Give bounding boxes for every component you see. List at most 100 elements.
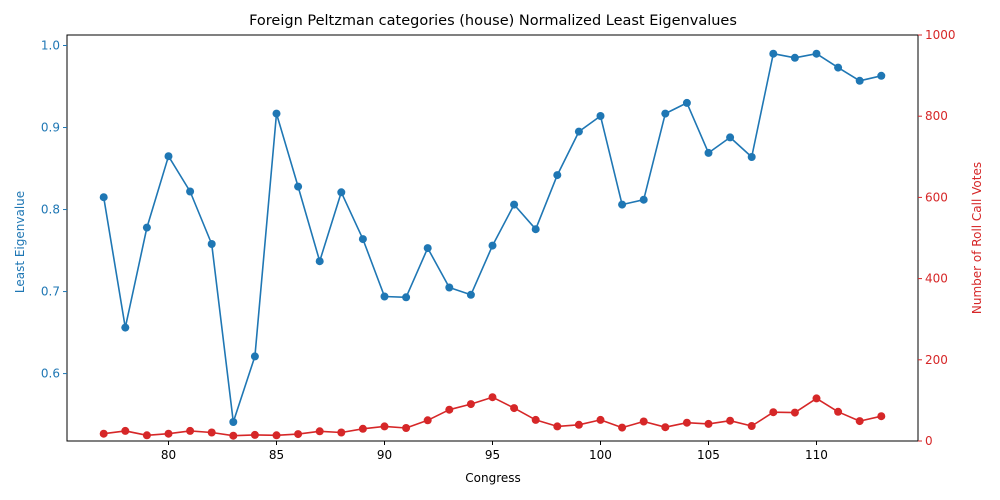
x-tick-label: 110	[805, 448, 828, 462]
left-y-tick-label: 0.6	[41, 367, 60, 381]
series-1-point	[121, 323, 130, 332]
series-1-point	[466, 290, 475, 299]
right-y-axis: 0 200 400 600 800 1000	[918, 28, 956, 448]
x-tick-label: 95	[485, 448, 500, 462]
series-1-point	[250, 352, 259, 361]
series-1-point	[294, 182, 303, 191]
series-2-point	[531, 415, 540, 424]
series-2-point	[639, 417, 648, 426]
right-y-tick-label: 400	[925, 272, 948, 286]
series-2-point	[661, 423, 670, 432]
x-axis-title: Congress	[465, 471, 521, 485]
series-1-point	[618, 200, 627, 209]
series-2-point	[207, 428, 216, 437]
series-2-point	[337, 428, 346, 437]
series-1-point	[315, 257, 324, 266]
series-1-point	[855, 76, 864, 85]
series-2-point	[574, 420, 583, 429]
series-2-point	[790, 408, 799, 417]
series-1-point	[186, 187, 195, 196]
right-y-tick-label: 0	[925, 434, 933, 448]
series-2-point	[164, 429, 173, 438]
series-2-point	[510, 404, 519, 413]
series-1-point	[164, 152, 173, 161]
series-2-point	[769, 408, 778, 417]
series-2-point	[358, 424, 367, 433]
series-2-point	[186, 426, 195, 435]
right-y-tick-label: 600	[925, 190, 948, 204]
x-tick-label: 80	[161, 448, 176, 462]
x-tick-label: 105	[697, 448, 720, 462]
series-2-point	[726, 416, 735, 425]
series-1-point	[229, 418, 238, 426]
series-1-point	[510, 200, 519, 209]
right-y-tick-label: 200	[925, 353, 948, 367]
x-tick-label: 85	[269, 448, 284, 462]
series-1-point	[272, 109, 281, 118]
series-1-point	[142, 223, 151, 232]
series-1-point	[553, 171, 562, 180]
series-1-point	[769, 49, 778, 58]
series-2-point	[272, 431, 281, 440]
series-2-point	[834, 407, 843, 416]
series-2-line	[103, 396, 882, 437]
series-2-point	[747, 422, 756, 430]
chart-title: Foreign Peltzman categories (house) Norm…	[249, 13, 737, 29]
series-2-point	[704, 419, 713, 428]
series-2-point	[423, 416, 432, 425]
series-1-point	[574, 127, 583, 136]
series-2-point	[315, 427, 324, 436]
plot-area-border	[66, 34, 919, 442]
series-2-point	[229, 431, 238, 440]
series-2-point	[855, 417, 864, 426]
series-2-point	[121, 426, 130, 435]
series-1-point	[445, 283, 454, 292]
series-1-point	[682, 98, 691, 107]
series-2-point	[250, 430, 259, 439]
series-2-point	[596, 415, 605, 424]
series-1-point	[639, 195, 648, 204]
series-1-point	[812, 49, 821, 58]
right-y-tick-label: 800	[925, 109, 948, 123]
series-1-point	[99, 193, 108, 202]
series-1-line	[102, 52, 882, 423]
series-1-point	[423, 244, 432, 253]
series-2-point	[142, 431, 151, 440]
series-2-point	[488, 393, 497, 402]
left-y-tick-label: 0.7	[41, 285, 60, 299]
series-layer	[99, 49, 886, 440]
series-2-point	[294, 430, 303, 439]
right-y-tick-label: 1000	[925, 28, 956, 42]
series-1-point	[488, 241, 497, 250]
series-2-point	[380, 422, 389, 431]
series-1-point	[531, 225, 540, 234]
series-2-point	[445, 405, 454, 414]
plot-frame	[66, 34, 919, 442]
series-1-point	[596, 112, 605, 120]
series-2-point	[812, 394, 821, 403]
series-1-point	[704, 148, 713, 157]
series-1-point	[747, 153, 756, 161]
series-2-point	[99, 429, 108, 438]
right-y-axis-title: Number of Roll Call Votes	[970, 162, 984, 314]
left-y-tick-label: 0.8	[41, 203, 60, 217]
series-2-point	[466, 400, 475, 409]
series-2-point	[877, 412, 886, 421]
series-2-point	[618, 423, 627, 432]
x-tick-label: 100	[589, 448, 612, 462]
series-1-point	[380, 292, 389, 301]
series-1-point	[207, 240, 216, 248]
series-2-point	[553, 422, 562, 431]
x-axis: 80 85 90 95 100 105 110	[161, 441, 828, 462]
series-1-point	[402, 293, 411, 302]
series-1-point	[661, 109, 670, 118]
series-1-point	[877, 71, 886, 80]
left-y-tick-label: 0.9	[41, 121, 60, 135]
left-y-axis: 0.6 0.7 0.8 0.9 1.0	[41, 38, 67, 381]
series-1-point	[726, 133, 735, 142]
series-2-point	[682, 418, 691, 427]
series-1-point	[337, 188, 346, 197]
left-y-tick-label: 1.0	[41, 38, 60, 52]
